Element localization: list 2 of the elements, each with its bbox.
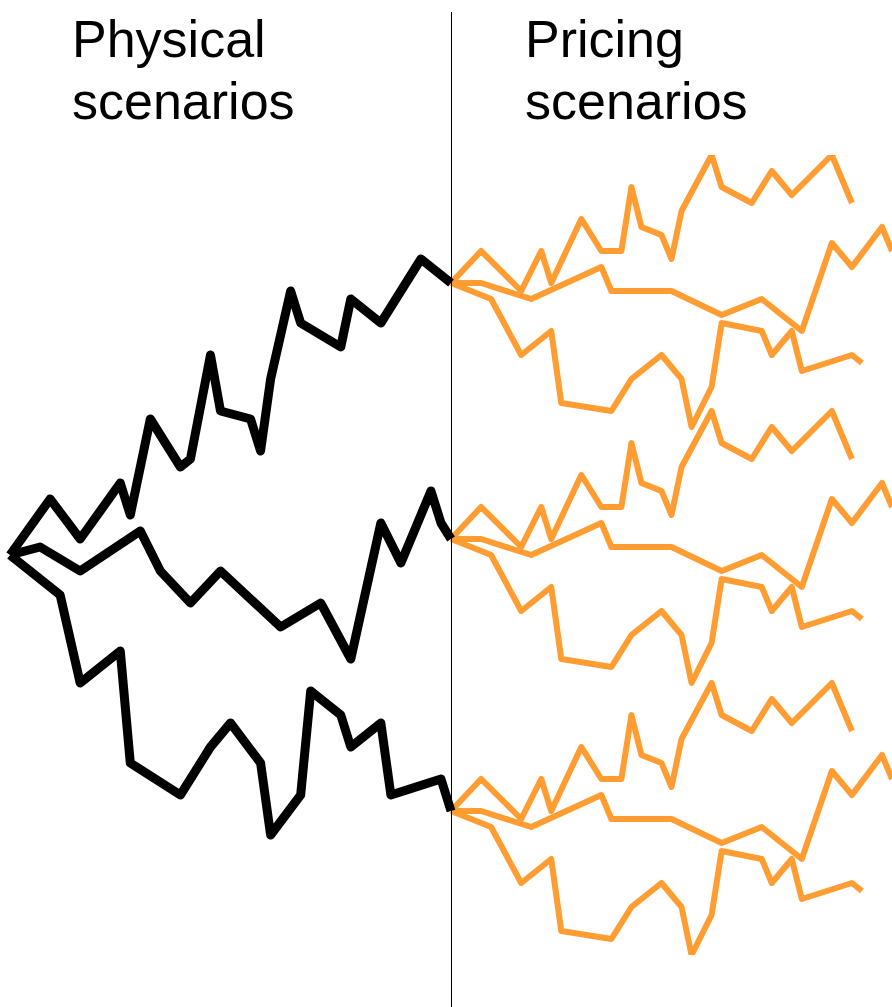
text: Pricing scenarios [525, 9, 749, 132]
text: Physical scenarios [72, 9, 296, 132]
